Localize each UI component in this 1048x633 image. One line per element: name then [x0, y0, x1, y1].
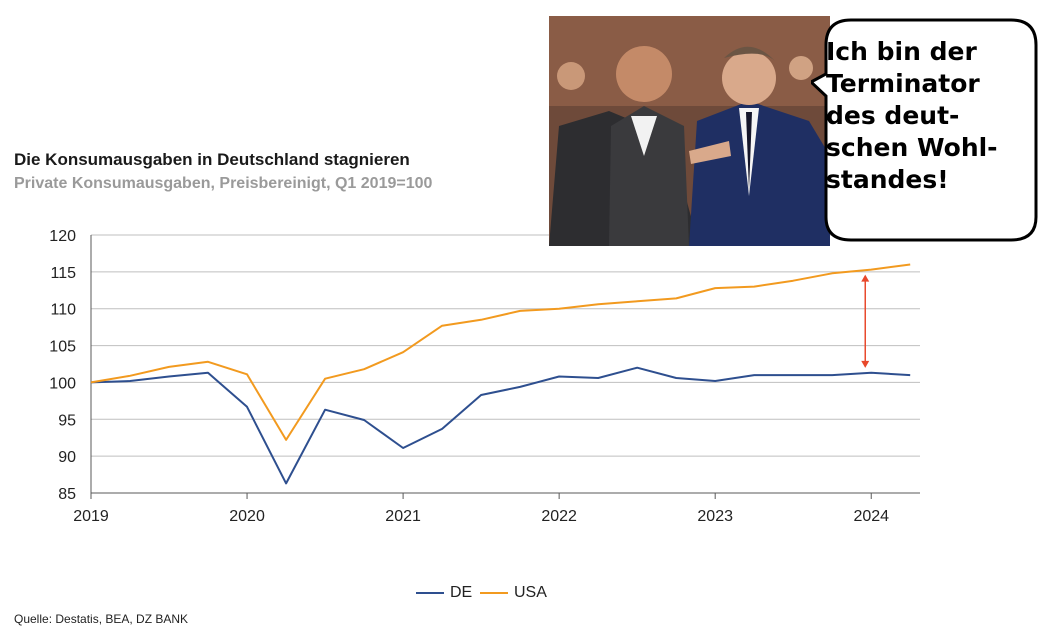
legend-swatch-usa	[480, 592, 508, 594]
chart-subtitle: Private Konsumausgaben, Preisbereinigt, …	[14, 175, 433, 192]
series-line-de	[90, 366, 911, 485]
x-tick-label: 2020	[229, 508, 265, 525]
y-tick-label: 85	[58, 486, 76, 503]
legend-item-de: DE	[416, 584, 472, 602]
annotation-arrowhead-top	[861, 274, 870, 282]
chart-legend: DE USA	[0, 584, 1048, 606]
y-tick-label: 95	[58, 412, 76, 429]
y-tick-label: 100	[49, 375, 76, 392]
speech-bubble-text: Ich bin der Terminator des deut- schen W…	[826, 37, 998, 194]
x-tick-label: 2019	[73, 508, 109, 525]
legend-swatch-de	[416, 592, 444, 594]
x-tick-label: 2024	[853, 508, 889, 525]
legend-label-usa: USA	[514, 584, 547, 601]
chart-title: Die Konsumausgaben in Deutschland stagni…	[14, 150, 410, 169]
photo	[549, 16, 830, 246]
speech-bubble	[811, 18, 1038, 242]
y-tick-label: 120	[49, 228, 76, 245]
x-tick-label: 2021	[385, 508, 421, 525]
y-tick-label: 110	[50, 302, 76, 319]
series-line-usa	[90, 263, 911, 441]
chart-source: Quelle: Destatis, BEA, DZ BANK	[14, 612, 189, 626]
legend-item-usa: USA	[480, 584, 547, 602]
legend-label-de: DE	[450, 584, 473, 601]
y-tick-label: 105	[49, 339, 76, 356]
x-tick-label: 2023	[697, 508, 733, 525]
y-tick-label: 90	[58, 449, 76, 466]
annotation-arrowhead-bottom	[861, 360, 870, 368]
y-tick-label: 115	[50, 265, 76, 282]
x-tick-label: 2022	[541, 508, 577, 525]
